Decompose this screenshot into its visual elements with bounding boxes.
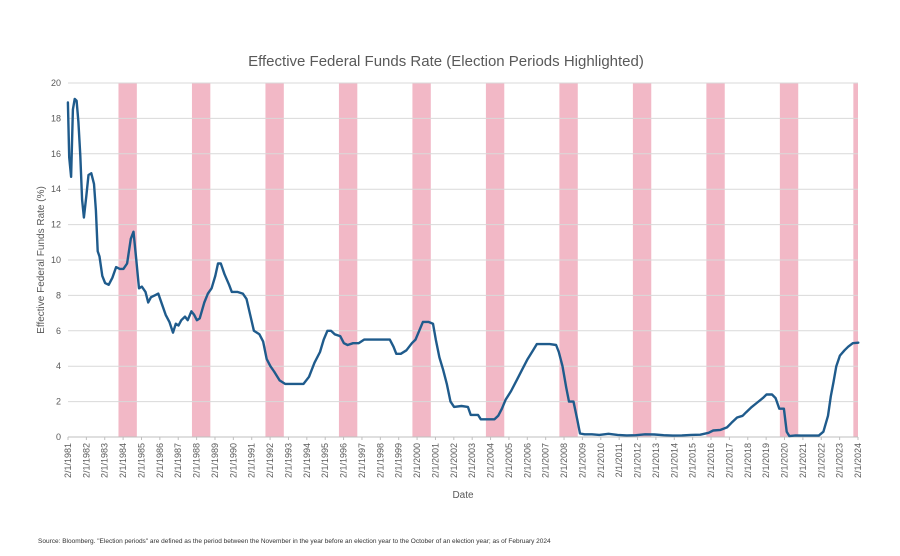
x-tick-label: 2/1/1998: [375, 443, 385, 478]
y-tick-label: 20: [51, 78, 61, 88]
x-tick-label: 2/1/2015: [688, 443, 698, 478]
y-gridlines: [68, 82, 858, 403]
chart-title: Effective Federal Funds Rate (Election P…: [248, 53, 644, 70]
x-tick-label: 2/1/1999: [394, 443, 404, 478]
y-tick-label: 6: [56, 326, 61, 336]
x-tick-label: 2/1/2019: [761, 443, 771, 478]
x-tick-label: 2/1/2022: [816, 443, 826, 478]
x-tick-label: 2/1/2020: [780, 443, 790, 478]
x-tick-label: 2/1/1986: [155, 443, 165, 478]
y-tick-label: 18: [51, 113, 61, 123]
x-tick-label: 2/1/2010: [596, 443, 606, 478]
x-tick-label: 2/1/1983: [100, 443, 110, 478]
x-tick-label: 2/1/1989: [210, 443, 220, 478]
x-tick-label: 2/1/2005: [504, 443, 514, 478]
x-axis-ticks: 2/1/1981 2/1/1982 2/1/1983 2/1/1984 2/1/1985…: [63, 437, 863, 478]
y-tick-label: 12: [51, 220, 61, 230]
x-tick-label: 2/1/2003: [467, 443, 477, 478]
x-tick-label: 2/1/2011: [614, 443, 624, 477]
x-tick-label: 2/1/1982: [81, 443, 91, 478]
x-tick-label: 2/1/2002: [449, 443, 459, 478]
x-tick-label: 2/1/1987: [173, 443, 183, 478]
y-axis-label: Effective Federal Funds Rate (%): [36, 186, 47, 334]
source-note: Source: Bloomberg. "Election periods" ar…: [38, 538, 551, 545]
y-tick-label: 8: [56, 290, 61, 300]
x-tick-label: 2/1/2017: [724, 443, 734, 478]
x-tick-label: 2/1/1991: [247, 443, 257, 478]
x-tick-label: 2/1/2007: [541, 443, 551, 478]
x-tick-label: 2/1/2006: [522, 443, 532, 478]
x-tick-label: 2/1/1985: [136, 443, 146, 478]
x-tick-label: 2/1/1993: [283, 443, 293, 478]
x-tick-label: 2/1/1997: [357, 443, 367, 478]
x-tick-label: 2/1/2024: [853, 443, 863, 478]
x-tick-label: 2/1/2001: [430, 443, 440, 478]
x-axis-label: Date: [452, 490, 474, 501]
x-tick-label: 2/1/1981: [63, 443, 73, 478]
x-tick-label: 2/1/2013: [651, 443, 661, 478]
rate-series-line: [66, 97, 860, 438]
x-tick-label: 2/1/2014: [669, 443, 679, 478]
y-tick-label: 10: [51, 255, 61, 265]
y-axis-ticks: 0 2 4 6 8 10 12 14 16 18 20: [51, 78, 61, 442]
x-tick-label: 2/1/2021: [798, 443, 808, 478]
x-tick-label: 2/1/1990: [228, 443, 238, 478]
x-tick-label: 2/1/2018: [743, 443, 753, 478]
y-tick-label: 4: [56, 361, 61, 371]
x-tick-label: 2/1/2016: [706, 443, 716, 478]
y-tick-label: 16: [51, 149, 61, 159]
x-tick-label: 2/1/1988: [192, 443, 202, 478]
x-tick-label: 2/1/1984: [118, 443, 128, 478]
x-tick-label: 2/1/1994: [302, 443, 312, 478]
x-tick-label: 2/1/1992: [265, 443, 275, 478]
y-tick-label: 0: [56, 432, 61, 442]
y-tick-label: 14: [51, 184, 61, 194]
x-tick-label: 2/1/1996: [339, 443, 349, 478]
x-tick-label: 2/1/2000: [412, 443, 422, 478]
x-tick-label: 2/1/2012: [633, 443, 643, 478]
x-tick-label: 2/1/2004: [486, 443, 496, 478]
x-tick-label: 2/1/2009: [577, 443, 587, 478]
x-tick-label: 2/1/2008: [559, 443, 569, 478]
x-tick-label: 2/1/2023: [835, 443, 845, 478]
x-tick-label: 2/1/1995: [320, 443, 330, 478]
y-tick-label: 2: [56, 397, 61, 407]
